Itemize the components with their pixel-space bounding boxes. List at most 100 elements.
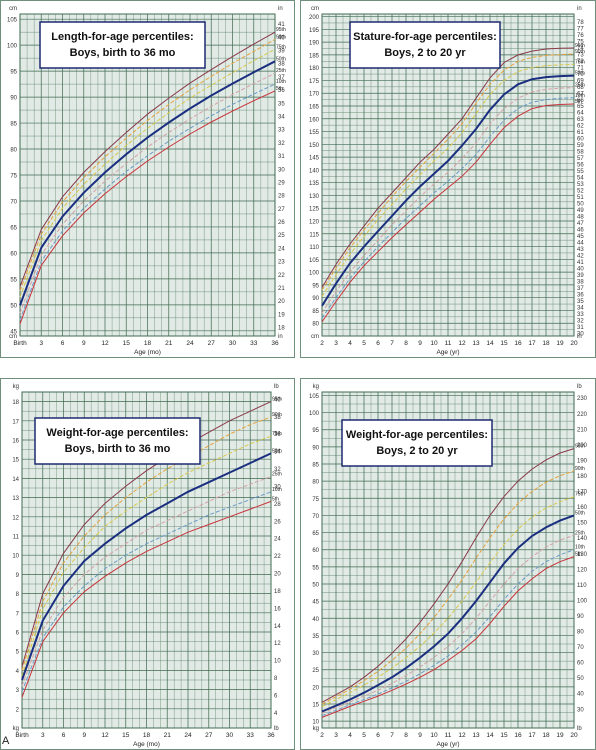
series-label: 5th: [575, 552, 582, 558]
x-tick-label: 36: [271, 340, 279, 347]
right-tick-label: 32: [278, 141, 285, 147]
x-tick-label: 17: [528, 732, 536, 739]
right-tick-label: 48: [577, 215, 584, 221]
right-tick-label: 34: [278, 115, 285, 121]
right-tick-label: 130: [577, 552, 588, 558]
x-tick-label: 21: [165, 340, 173, 347]
right-tick-label: 36: [577, 292, 584, 298]
left-tick-label: 140: [309, 168, 320, 174]
left-unit-label: kg: [313, 384, 319, 390]
right-tick-label: 76: [577, 33, 584, 39]
right-tick-label: 77: [577, 26, 584, 32]
chart-subtitle: Boys, birth to 36 mo: [70, 47, 176, 59]
right-tick-label: 30: [577, 707, 584, 713]
right-tick-label: 24: [274, 537, 281, 543]
series-line: [19, 72, 276, 314]
series-line: [321, 53, 575, 291]
x-tick-label: 4: [348, 732, 352, 739]
right-tick-label: 22: [278, 273, 285, 279]
figure-label: A: [2, 735, 10, 747]
left-tick-label: 110: [309, 245, 319, 251]
x-tick-label: 12: [101, 732, 109, 739]
series-label: 25th: [575, 530, 585, 536]
right-unit-label: lb: [274, 384, 279, 390]
right-tick-label: 68: [577, 85, 584, 91]
series-label: 95th: [575, 444, 585, 450]
chart-panel: 1015202530354045505560657075808590951001…: [300, 378, 596, 750]
left-tick-label: 155: [309, 130, 320, 136]
x-tick-label: 9: [418, 732, 422, 739]
left-tick-label: 100: [7, 44, 18, 50]
right-tick-label: 70: [577, 72, 584, 78]
left-tick-label: 105: [7, 18, 18, 24]
right-tick-label: 30: [274, 484, 281, 490]
right-tick-label: 32: [274, 467, 281, 473]
left-tick-label: 130: [309, 194, 320, 200]
series-label: 25th: [272, 471, 282, 477]
series-line: [321, 97, 575, 319]
left-tick-label: 150: [309, 143, 320, 149]
left-tick-label: 165: [309, 105, 320, 111]
left-tick-label: 50: [312, 583, 319, 589]
right-tick-label: 29: [278, 180, 285, 186]
left-tick-label: 195: [309, 28, 320, 34]
left-tick-label: 5: [16, 650, 20, 656]
x-tick-label: 20: [570, 732, 578, 739]
right-tick-label: 47: [577, 221, 584, 227]
right-tick-label: 36: [278, 88, 285, 94]
right-tick-label: 31: [577, 325, 584, 331]
series-line: [21, 491, 272, 692]
x-tick-label: Birth: [15, 732, 29, 739]
series-label: 25th: [276, 68, 286, 74]
x-tick-label: 27: [208, 340, 216, 347]
left-tick-label: 175: [309, 79, 320, 85]
series-label: 95th: [272, 397, 282, 403]
right-tick-label: 18: [278, 326, 285, 332]
x-tick-label: 24: [184, 732, 192, 739]
right-tick-label: 190: [577, 458, 588, 464]
right-tick-label: 39: [278, 49, 285, 55]
right-tick-label: 34: [577, 305, 584, 311]
series-label: 10th: [272, 487, 282, 493]
left-tick-label: 10: [12, 554, 19, 560]
left-tick-label: 55: [312, 565, 319, 571]
x-tick-label: 4: [348, 340, 352, 347]
right-tick-label: 28: [278, 194, 285, 200]
left-tick-label: 4: [16, 669, 20, 675]
chart-title: Weight-for-age percentiles:: [346, 429, 488, 441]
left-unit-label-bottom: cm: [311, 334, 319, 340]
x-tick-label: 15: [500, 732, 508, 739]
x-tick-label: 9: [82, 732, 86, 739]
right-tick-label: 66: [577, 98, 584, 104]
right-tick-label: 37: [278, 75, 285, 81]
x-tick-label: 2: [320, 732, 324, 739]
x-tick-label: 13: [472, 732, 480, 739]
right-tick-label: 21: [278, 286, 285, 292]
chart-subtitle: Boys, birth to 36 mo: [65, 443, 171, 455]
series-line: [21, 452, 272, 681]
title-box: [39, 21, 206, 69]
left-tick-label: 55: [10, 277, 17, 283]
series-label: 25th: [575, 83, 585, 89]
right-tick-label: 170: [577, 490, 588, 496]
right-tick-label: 57: [577, 156, 584, 162]
series-label: 10th: [276, 79, 286, 85]
left-tick-label: 185: [309, 53, 320, 59]
x-tick-label: 15: [122, 732, 130, 739]
left-tick-label: 60: [10, 251, 17, 257]
left-tick-label: 65: [312, 531, 319, 537]
x-tick-label: 16: [514, 340, 522, 347]
right-tick-label: 20: [274, 572, 281, 578]
right-tick-label: 40: [278, 35, 285, 41]
right-tick-label: 23: [278, 260, 285, 266]
right-tick-label: 42: [577, 254, 584, 260]
series-line: [21, 401, 272, 667]
series-line: [21, 476, 272, 686]
series-label: 90th: [575, 466, 585, 472]
left-tick-label: 90: [10, 96, 17, 102]
right-tick-label: 46: [577, 228, 584, 234]
x-tick-label: 18: [143, 732, 151, 739]
x-tick-label: 19: [556, 340, 564, 347]
left-tick-label: 65: [10, 225, 17, 231]
right-tick-label: 100: [577, 598, 588, 604]
